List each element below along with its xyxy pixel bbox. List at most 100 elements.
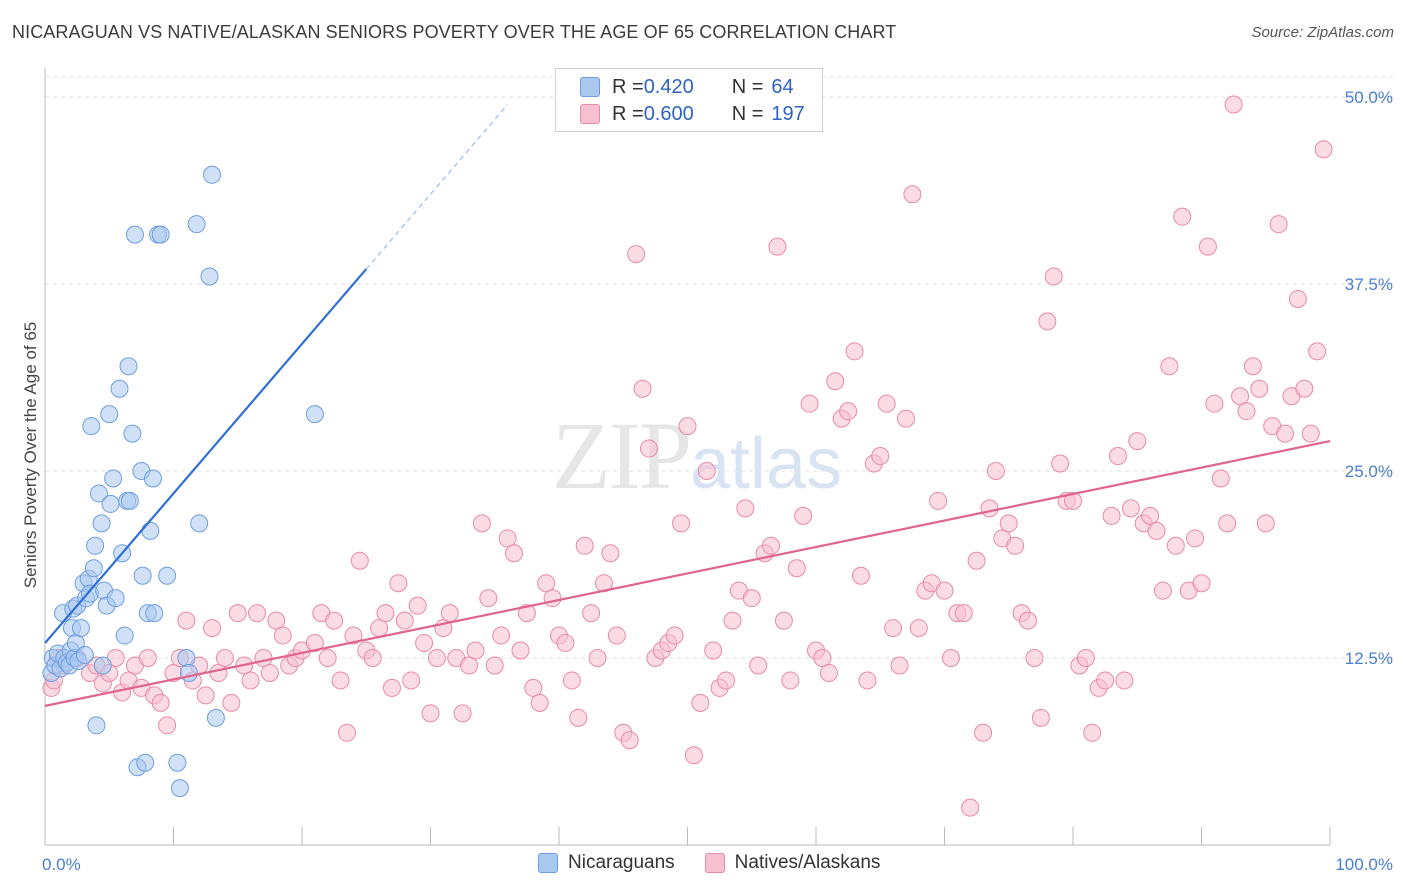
data-point <box>168 753 187 772</box>
legend-swatch <box>538 853 558 873</box>
data-point <box>110 379 129 398</box>
legend-label: Natives/Alaskans <box>734 852 881 873</box>
data-point <box>177 649 196 667</box>
data-point <box>222 693 241 712</box>
trend-line-extension <box>365 104 509 270</box>
data-point <box>344 626 363 645</box>
data-point <box>749 656 768 675</box>
data-point <box>104 469 123 488</box>
data-point <box>305 634 324 653</box>
legend-item-nicaraguans[interactable]: Nicaraguans <box>538 852 675 874</box>
data-point <box>1288 289 1307 308</box>
data-point <box>138 649 157 667</box>
data-point <box>826 372 845 391</box>
data-point <box>896 409 915 428</box>
data-point <box>415 634 434 653</box>
data-point <box>774 611 793 630</box>
data-point <box>941 649 960 667</box>
y-axis-label: Seniors Poverty Over the Age of 65 <box>21 322 40 588</box>
legend-swatch-natives <box>580 104 600 124</box>
data-point <box>877 394 896 413</box>
data-point <box>1038 312 1057 331</box>
data-point <box>119 357 138 376</box>
data-point <box>273 626 292 645</box>
source-label: Source: ZipAtlas.com <box>1251 24 1394 41</box>
y-tick-label: 37.5% <box>1345 275 1393 294</box>
data-point <box>100 405 119 424</box>
data-point <box>75 646 94 665</box>
data-point <box>125 225 144 244</box>
data-point <box>86 536 105 555</box>
data-point <box>1205 394 1224 413</box>
data-point <box>1295 379 1314 398</box>
data-point <box>1031 708 1050 727</box>
data-point <box>143 469 162 488</box>
legend-swatch <box>704 853 725 873</box>
trend-line-nicaraguans <box>44 268 368 644</box>
legend-swatch-nicaraguans <box>580 77 600 97</box>
x-tick-label: 0.0% <box>42 855 81 874</box>
data-point <box>466 641 485 660</box>
data-point <box>961 798 980 817</box>
data-point <box>569 708 588 727</box>
data-point <box>87 716 106 735</box>
data-point <box>1102 506 1121 525</box>
data-point <box>768 237 787 256</box>
data-point <box>177 611 196 630</box>
data-point <box>170 779 189 798</box>
legend-r-value: 0.420 <box>643 75 694 98</box>
data-point <box>136 753 155 772</box>
data-point <box>190 514 209 533</box>
data-point <box>421 704 440 723</box>
legend-n-value: 197 <box>771 102 805 125</box>
data-point <box>1276 424 1295 443</box>
data-point <box>723 611 742 630</box>
data-point <box>736 499 755 518</box>
data-point <box>158 566 177 585</box>
data-point <box>1237 402 1256 421</box>
data-point <box>562 671 581 690</box>
data-point <box>800 394 819 413</box>
data-point <box>1019 611 1038 630</box>
data-point <box>530 693 549 712</box>
data-point <box>794 506 813 525</box>
data-point <box>260 663 279 682</box>
data-point <box>196 686 215 705</box>
data-point <box>1308 342 1327 361</box>
data-point <box>717 671 736 690</box>
data-point <box>115 626 134 645</box>
data-point <box>1108 447 1127 466</box>
watermark: ZIPatlas <box>552 400 842 511</box>
data-point <box>511 641 530 660</box>
data-point <box>781 671 800 690</box>
data-point <box>370 619 389 638</box>
data-point <box>851 566 870 585</box>
data-point <box>582 604 601 623</box>
data-point <box>505 544 524 563</box>
data-point <box>228 604 247 623</box>
y-tick-label: 25.0% <box>1345 462 1393 481</box>
chart-title: NICARAGUAN VS NATIVE/ALASKAN SENIORS POV… <box>12 22 897 42</box>
data-point <box>633 379 652 398</box>
data-point <box>627 245 646 264</box>
data-point <box>1186 529 1205 548</box>
data-point <box>1141 506 1160 525</box>
y-tick-label: 12.5% <box>1345 649 1393 668</box>
data-point <box>871 447 890 466</box>
data-point <box>71 619 90 638</box>
legend-item-natives[interactable]: Natives/Alaskans <box>704 852 881 874</box>
data-point <box>248 604 267 623</box>
data-point <box>890 656 909 675</box>
data-point <box>1224 95 1243 114</box>
data-point <box>1121 499 1140 518</box>
data-point <box>537 574 556 593</box>
data-point <box>318 649 337 667</box>
data-point <box>382 678 401 697</box>
data-point <box>607 626 626 645</box>
data-point <box>254 649 273 667</box>
data-point <box>954 604 973 623</box>
data-point <box>453 704 472 723</box>
data-point <box>665 626 684 645</box>
data-point <box>145 604 164 623</box>
